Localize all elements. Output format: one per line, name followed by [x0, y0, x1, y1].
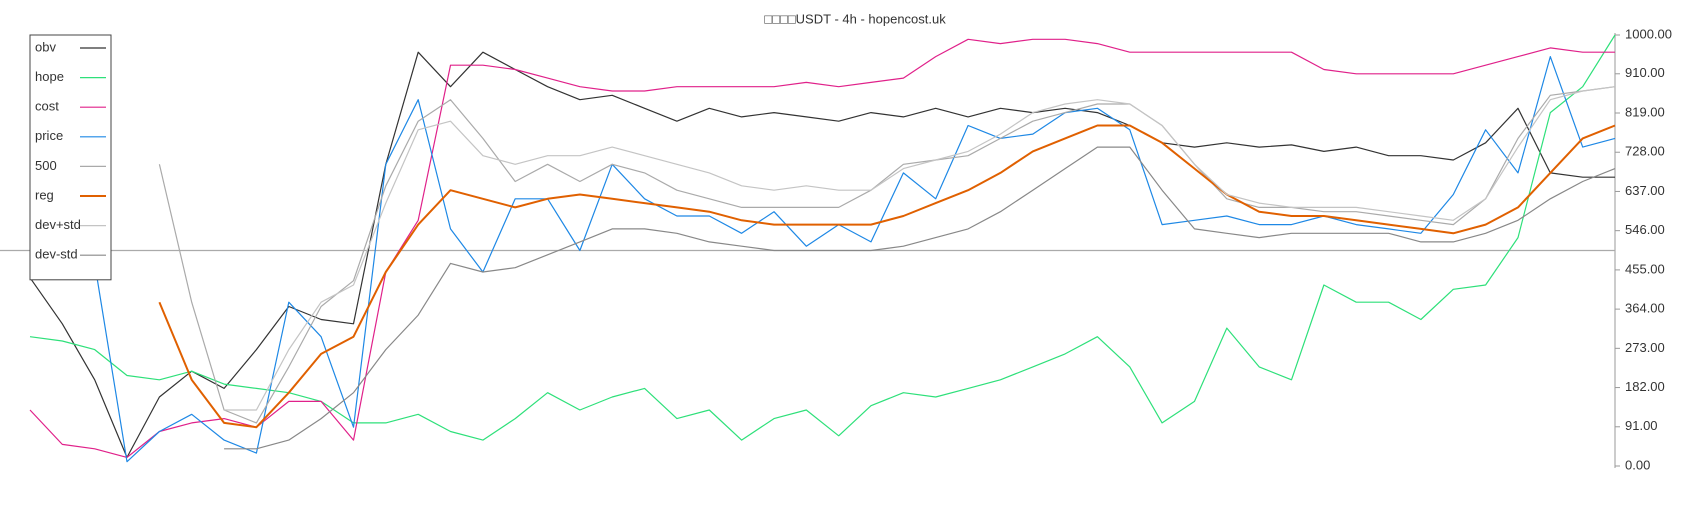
series-line: [224, 146, 1616, 450]
y-tick-label: 273.00: [1625, 340, 1665, 355]
y-tick-label: 910.00: [1625, 65, 1665, 80]
legend-label: 500: [35, 158, 57, 173]
legend-label: dev-std: [35, 247, 78, 262]
y-tick-label: 728.00: [1625, 144, 1665, 159]
legend-label: hope: [35, 69, 64, 84]
y-tick-label: 91.00: [1625, 418, 1658, 433]
legend-label: price: [35, 128, 63, 143]
series-line: [29, 38, 1615, 458]
chart-title: □□□□USDT - 4h - hopencost.uk: [764, 11, 946, 26]
series-line: [158, 124, 1616, 429]
y-tick-label: 364.00: [1625, 301, 1665, 316]
legend-label: cost: [35, 99, 59, 114]
series-line: [94, 56, 1616, 463]
series-line: [29, 34, 1616, 441]
legend-label: reg: [35, 187, 54, 202]
y-tick-label: 182.00: [1625, 379, 1665, 394]
legend-label: dev+std: [35, 217, 81, 232]
series-line: [224, 86, 1616, 411]
y-tick-label: 546.00: [1625, 222, 1665, 237]
series-line: [29, 51, 1615, 458]
legend-box: [29, 34, 112, 281]
y-tick-label: 0.00: [1625, 457, 1650, 472]
series-line: [158, 86, 1616, 424]
legend-label: obv: [35, 39, 56, 54]
y-tick-label: 1000.00: [1625, 26, 1672, 41]
y-tick-label: 819.00: [1625, 104, 1665, 119]
y-tick-label: 637.00: [1625, 183, 1665, 198]
y-tick-label: 455.00: [1625, 261, 1665, 276]
